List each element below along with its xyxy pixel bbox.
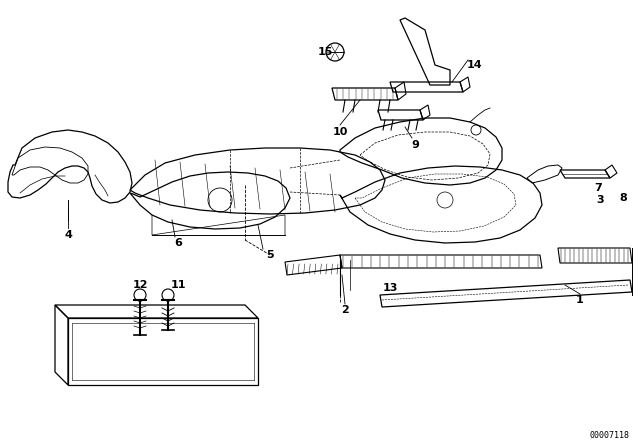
Text: 4: 4 [64,230,72,240]
Text: 2: 2 [341,305,349,315]
Text: 14: 14 [467,60,483,70]
Text: 1: 1 [576,295,584,305]
Text: 9: 9 [411,140,419,150]
Text: 8: 8 [619,193,627,203]
Text: 00007118: 00007118 [590,431,630,439]
Text: 11: 11 [170,280,186,290]
Text: 6: 6 [174,238,182,248]
Text: 5: 5 [266,250,274,260]
Text: 7: 7 [594,183,602,193]
Text: 3: 3 [596,195,604,205]
Text: 13: 13 [382,283,397,293]
Text: 15: 15 [317,47,333,57]
Text: 12: 12 [132,280,148,290]
Text: 10: 10 [332,127,348,137]
